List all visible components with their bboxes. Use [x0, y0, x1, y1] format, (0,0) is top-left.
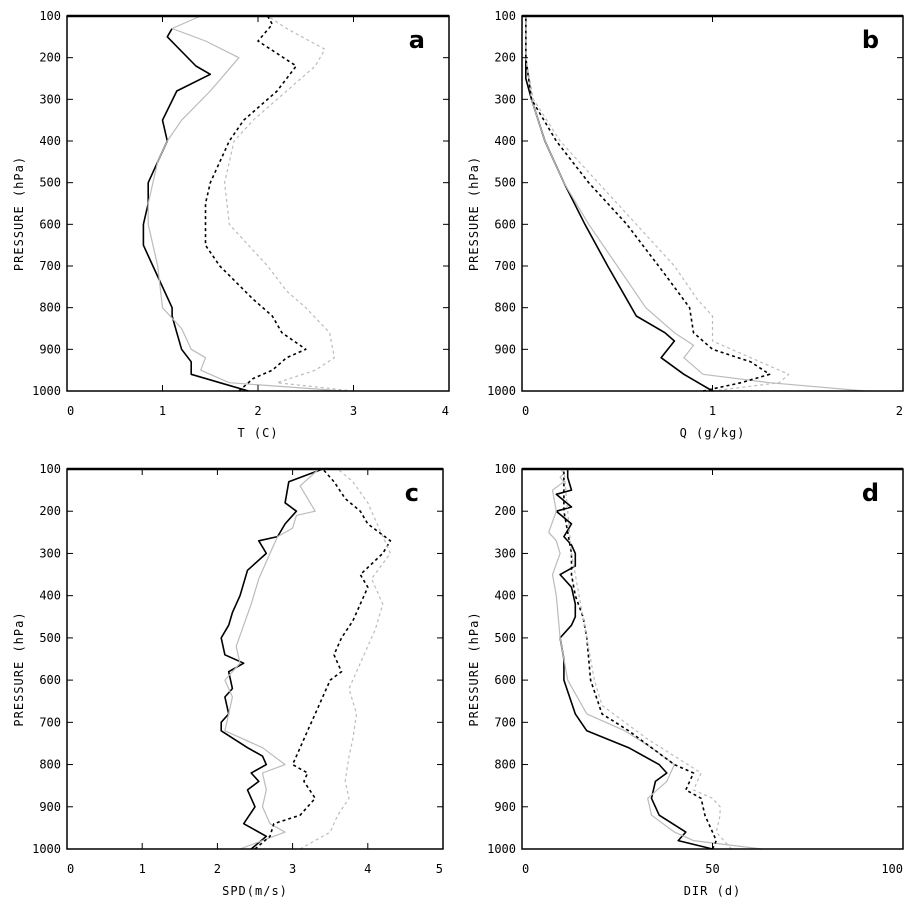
y-tick-label: 600 — [39, 673, 61, 687]
series-line-c-2 — [224, 468, 320, 850]
x-tick-label: 0 — [67, 404, 74, 418]
plot-frame — [66, 468, 444, 850]
series-line-d-4 — [563, 468, 732, 850]
y-tick-label: 200 — [494, 504, 516, 518]
y-tick-label: 700 — [494, 259, 516, 273]
chart-panel-b: 100 200 300 400 500 600 700 800 900 1000 0 1 2 Q (g/k… — [467, 9, 904, 440]
series-line-a-1 — [142, 28, 249, 392]
y-tick-label: 500 — [494, 631, 516, 645]
series-line-b-3 — [524, 16, 771, 392]
y-tick-label: 600 — [494, 217, 516, 231]
series-line-b-2 — [525, 16, 865, 392]
x-tick-label: 0 — [522, 862, 529, 876]
series-line-c-4 — [299, 468, 391, 850]
x-tick-label: 3 — [350, 404, 357, 418]
y-tick-label: 1000 — [487, 842, 516, 856]
plot-frame — [66, 15, 450, 392]
x-tick-label: 4 — [442, 404, 449, 418]
x-axis-title: Q (g/kg) — [680, 426, 746, 440]
panel-letter: b — [862, 26, 879, 54]
y-axis-title: PRESSURE (hPa) — [467, 156, 481, 271]
panel-letter: c — [405, 479, 419, 507]
y-tick-label: 800 — [39, 301, 61, 315]
series-line-a-4 — [224, 15, 354, 392]
y-axis-title: PRESSURE (hPa) — [467, 611, 481, 726]
series-line-b-1 — [524, 16, 713, 392]
y-tick-label: 500 — [39, 631, 61, 645]
series-line-d-2 — [548, 468, 763, 850]
y-tick-label: 400 — [494, 589, 516, 603]
y-tick-label: 800 — [494, 301, 516, 315]
y-tick-label: 500 — [39, 176, 61, 190]
y-axis-title: PRESSURE (hPa) — [12, 611, 26, 726]
chart-panel-c: 100 200 300 400 500 600 700 800 900 1000 0 1 2 3 4 5 SPD… — [12, 462, 444, 898]
y-tick-label: 1000 — [32, 842, 61, 856]
y-tick-label: 400 — [39, 589, 61, 603]
x-tick-label: 2 — [214, 862, 221, 876]
y-tick-label: 300 — [39, 546, 61, 560]
y-tick-label: 900 — [494, 800, 516, 814]
y-tick-label: 700 — [494, 715, 516, 729]
y-tick-label: 700 — [39, 715, 61, 729]
panel-letter: d — [862, 479, 879, 507]
y-tick-label: 300 — [494, 546, 516, 560]
y-tick-label: 800 — [39, 758, 61, 772]
series-line-d-1 — [555, 469, 713, 850]
y-tick-label: 500 — [494, 176, 516, 190]
x-tick-label: 1 — [139, 862, 146, 876]
y-tick-label: 100 — [494, 9, 516, 23]
x-tick-label: 1 — [709, 404, 716, 418]
chart-panel-d: 100 200 300 400 500 600 700 800 900 1000 0 50 100 DIR… — [467, 462, 904, 898]
series-line-a-3 — [204, 15, 307, 392]
y-tick-label: 200 — [494, 51, 516, 65]
chart-panel-a: 100 200 300 400 500 600 700 800 900 1000 0 1 2 3 4 T (C… — [12, 9, 450, 440]
panel-letter: a — [409, 26, 425, 54]
x-axis-title: SPD(m/s) — [222, 884, 288, 898]
y-tick-label: 600 — [494, 673, 516, 687]
y-tick-label: 900 — [39, 800, 61, 814]
y-tick-label: 400 — [494, 134, 516, 148]
y-tick-label: 800 — [494, 758, 516, 772]
y-tick-label: 600 — [39, 217, 61, 231]
x-tick-label: 1 — [159, 404, 166, 418]
series-line-b-4 — [525, 16, 790, 392]
x-tick-label: 50 — [705, 862, 719, 876]
series-line-d-3 — [563, 469, 718, 850]
y-tick-label: 100 — [39, 462, 61, 476]
y-tick-label: 1000 — [487, 384, 516, 398]
x-tick-label: 3 — [289, 862, 296, 876]
plot-frame — [521, 468, 904, 850]
series-line-c-1 — [220, 468, 323, 850]
y-tick-label: 200 — [39, 51, 61, 65]
series-line-a-2 — [147, 15, 344, 392]
x-axis-title: DIR (d) — [684, 884, 742, 898]
y-tick-label: 100 — [494, 462, 516, 476]
x-tick-label: 0 — [522, 404, 529, 418]
y-tick-label: 900 — [494, 342, 516, 356]
x-axis-title: T (C) — [237, 426, 278, 440]
x-tick-label: 5 — [436, 862, 443, 876]
x-tick-label: 100 — [881, 862, 903, 876]
series-line-c-3 — [254, 468, 392, 850]
y-tick-label: 700 — [39, 259, 61, 273]
y-tick-label: 400 — [39, 134, 61, 148]
x-tick-label: 2 — [896, 404, 903, 418]
y-tick-label: 1000 — [32, 384, 61, 398]
y-tick-label: 900 — [39, 342, 61, 356]
x-tick-label: 4 — [364, 862, 371, 876]
y-tick-label: 300 — [39, 92, 61, 106]
x-tick-label: 0 — [67, 862, 74, 876]
y-axis-title: PRESSURE (hPa) — [12, 156, 26, 271]
x-tick-label: 2 — [254, 404, 261, 418]
y-tick-label: 300 — [494, 92, 516, 106]
y-tick-label: 200 — [39, 504, 61, 518]
y-tick-label: 100 — [39, 9, 61, 23]
